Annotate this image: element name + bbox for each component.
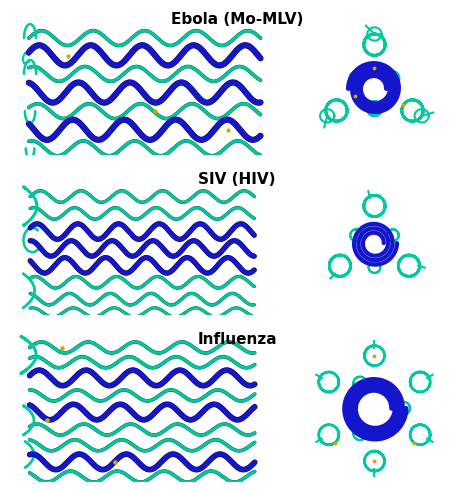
Text: SIV (HIV): SIV (HIV)	[198, 172, 276, 187]
Text: Ebola (Mo-MLV): Ebola (Mo-MLV)	[171, 12, 303, 27]
Text: Influenza: Influenza	[197, 332, 277, 347]
